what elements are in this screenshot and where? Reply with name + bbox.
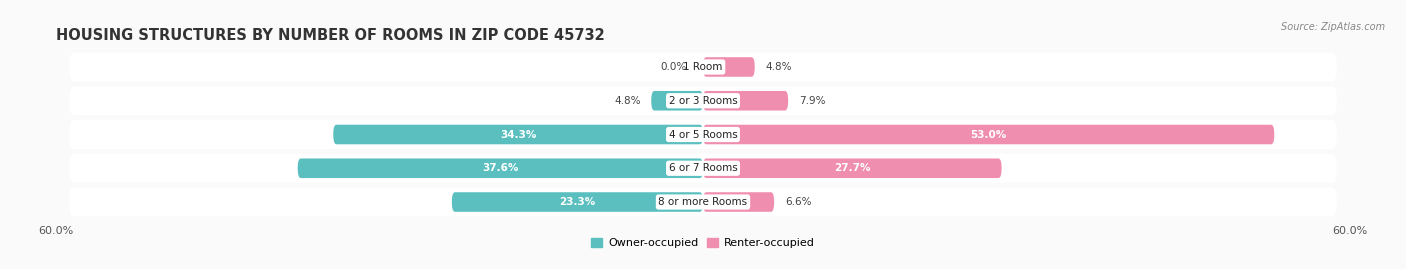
Legend: Owner-occupied, Renter-occupied: Owner-occupied, Renter-occupied bbox=[586, 233, 820, 253]
Text: 0.0%: 0.0% bbox=[661, 62, 688, 72]
FancyBboxPatch shape bbox=[651, 91, 703, 111]
Text: 37.6%: 37.6% bbox=[482, 163, 519, 173]
FancyBboxPatch shape bbox=[298, 158, 703, 178]
FancyBboxPatch shape bbox=[451, 192, 703, 212]
FancyBboxPatch shape bbox=[703, 57, 755, 77]
FancyBboxPatch shape bbox=[703, 158, 1001, 178]
Text: 4 or 5 Rooms: 4 or 5 Rooms bbox=[669, 129, 737, 140]
FancyBboxPatch shape bbox=[703, 125, 1274, 144]
FancyBboxPatch shape bbox=[69, 154, 1337, 183]
FancyBboxPatch shape bbox=[69, 52, 1337, 82]
FancyBboxPatch shape bbox=[703, 91, 789, 111]
Text: 2 or 3 Rooms: 2 or 3 Rooms bbox=[669, 96, 737, 106]
Text: 6.6%: 6.6% bbox=[785, 197, 811, 207]
Text: 6 or 7 Rooms: 6 or 7 Rooms bbox=[669, 163, 737, 173]
Text: 8 or more Rooms: 8 or more Rooms bbox=[658, 197, 748, 207]
Text: 7.9%: 7.9% bbox=[799, 96, 825, 106]
FancyBboxPatch shape bbox=[69, 86, 1337, 115]
Text: 4.8%: 4.8% bbox=[614, 96, 641, 106]
Text: 23.3%: 23.3% bbox=[560, 197, 596, 207]
FancyBboxPatch shape bbox=[333, 125, 703, 144]
FancyBboxPatch shape bbox=[703, 192, 775, 212]
Text: 4.8%: 4.8% bbox=[765, 62, 792, 72]
Text: 53.0%: 53.0% bbox=[970, 129, 1007, 140]
Text: 27.7%: 27.7% bbox=[834, 163, 870, 173]
FancyBboxPatch shape bbox=[69, 187, 1337, 217]
Text: HOUSING STRUCTURES BY NUMBER OF ROOMS IN ZIP CODE 45732: HOUSING STRUCTURES BY NUMBER OF ROOMS IN… bbox=[56, 28, 605, 43]
Text: 34.3%: 34.3% bbox=[501, 129, 536, 140]
Text: Source: ZipAtlas.com: Source: ZipAtlas.com bbox=[1281, 22, 1385, 31]
FancyBboxPatch shape bbox=[69, 120, 1337, 149]
Text: 1 Room: 1 Room bbox=[683, 62, 723, 72]
